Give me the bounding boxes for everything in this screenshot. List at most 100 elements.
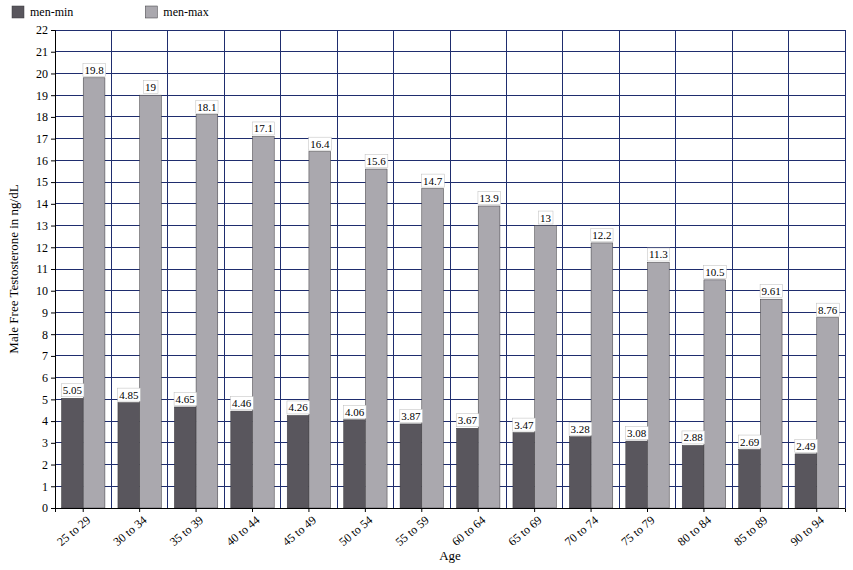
y-tick: 19 (36, 89, 55, 103)
data-label: 4.06 (345, 406, 365, 418)
data-label: 3.08 (627, 427, 647, 439)
data-label: 9.61 (762, 285, 781, 297)
tick-label: 14 (36, 197, 48, 211)
x-tick: 90 to 94 (788, 508, 827, 549)
tick-mark (51, 73, 55, 74)
data-label-box (174, 392, 197, 405)
tick-mark (51, 30, 55, 31)
data-label-box (538, 211, 553, 224)
tick-label: 22 (36, 23, 48, 37)
data-label-box (365, 155, 388, 168)
tick-mark (51, 334, 55, 335)
x-tick: 75 to 79 (618, 508, 657, 549)
tick-label: 16 (36, 154, 48, 168)
bar (365, 169, 387, 508)
bar (626, 441, 648, 508)
data-label-group: 15.6 (365, 155, 388, 168)
bar (591, 243, 613, 508)
tick-label: 35 to 39 (167, 513, 206, 549)
x-tick: 35 to 39 (167, 508, 206, 549)
data-label-box (626, 427, 649, 440)
bar (174, 407, 196, 508)
tick-mark (591, 508, 592, 512)
tick-label: 19 (36, 89, 48, 103)
data-label-box (252, 122, 274, 135)
tick-mark (51, 95, 55, 96)
data-label-box (422, 174, 445, 187)
data-label-group: 2.88 (682, 431, 705, 444)
data-label-box (478, 191, 501, 204)
legend-swatch (12, 6, 24, 18)
tick-label: 90 to 94 (788, 513, 827, 549)
tick-label: 55 to 59 (393, 513, 432, 549)
tick-mark (51, 486, 55, 487)
data-label: 19.8 (84, 64, 104, 76)
y-tick: 15 (36, 175, 55, 189)
data-label: 3.28 (571, 423, 591, 435)
bar (83, 78, 105, 508)
category-divider (337, 30, 338, 508)
bar (513, 433, 535, 508)
data-label: 4.46 (232, 397, 252, 409)
bar (231, 411, 253, 508)
category-divider (619, 30, 620, 508)
x-tick: 80 to 84 (675, 508, 714, 549)
tick-label: 17 (36, 132, 48, 146)
data-label-box (83, 63, 106, 76)
tick-mark (51, 378, 55, 379)
category-divider (845, 30, 846, 508)
bar (739, 450, 761, 508)
bar (795, 454, 817, 508)
data-label-box (143, 81, 158, 94)
category-divider (732, 30, 733, 508)
category-divider (675, 30, 676, 508)
data-label-group: 19 (143, 81, 158, 94)
data-label-box (61, 384, 84, 397)
tick-label: 0 (42, 501, 48, 515)
x-axis-title: Age (439, 548, 461, 563)
data-label-group: 2.49 (795, 439, 818, 452)
tick-label: 21 (36, 45, 48, 59)
tick-label: 60 to 64 (449, 513, 488, 549)
bars (62, 78, 839, 508)
data-label-group: 8.76 (817, 303, 840, 316)
tick-label: 75 to 79 (618, 513, 657, 549)
bar (118, 403, 140, 508)
tick-mark (51, 226, 55, 227)
tick-label: 20 (36, 67, 48, 81)
category-divider (450, 30, 451, 508)
category-divider (506, 30, 507, 508)
tick-label: 4 (42, 414, 48, 428)
data-label-box (738, 435, 761, 448)
legend-item: men-min (12, 5, 73, 19)
data-label-group: 3.28 (569, 422, 592, 435)
tick-mark (51, 399, 55, 400)
tick-label: 13 (36, 219, 48, 233)
data-label-box (196, 100, 218, 113)
y-tick: 3 (42, 436, 55, 450)
tick-label: 11 (36, 262, 48, 276)
data-label-group: 4.06 (343, 405, 366, 418)
bar (344, 420, 366, 508)
x-tick: 70 to 74 (562, 508, 601, 549)
tick-label: 6 (42, 371, 48, 385)
data-label-box (287, 401, 310, 414)
bar (253, 136, 275, 508)
data-label-box (647, 248, 669, 261)
tick-mark (703, 508, 704, 512)
data-label: 8.76 (818, 304, 838, 316)
tick-mark (51, 139, 55, 140)
bar (400, 424, 422, 508)
legend-swatch (145, 6, 157, 18)
data-label-box (231, 397, 254, 410)
data-label: 15.6 (367, 155, 387, 167)
tick-label: 12 (36, 241, 48, 255)
tick-mark (308, 508, 309, 512)
tick-mark (421, 508, 422, 512)
tick-label: 25 to 29 (54, 513, 93, 549)
data-label: 2.49 (796, 440, 816, 452)
tick-label: 3 (42, 436, 48, 450)
x-tick: 85 to 89 (731, 508, 770, 549)
category-divider (788, 30, 789, 508)
y-tick: 4 (42, 414, 55, 428)
